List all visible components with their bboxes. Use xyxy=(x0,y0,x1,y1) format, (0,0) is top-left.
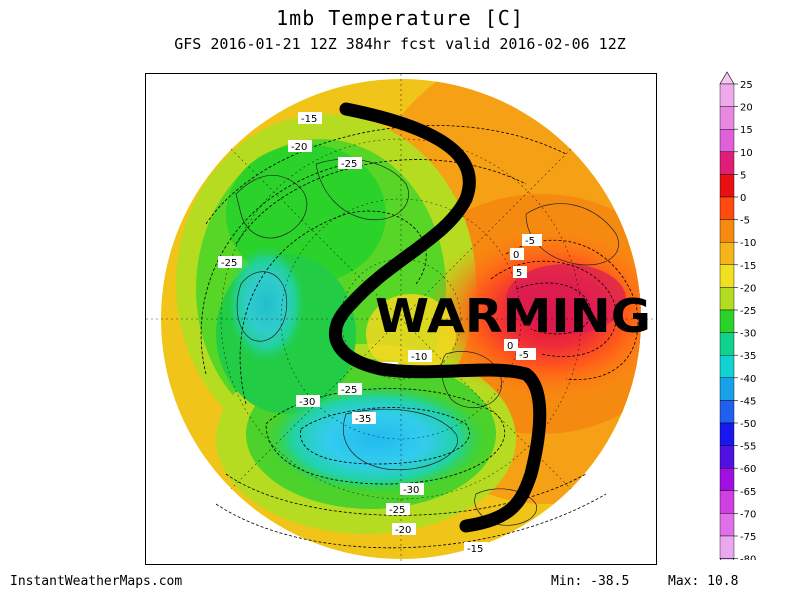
colorbar-swatch xyxy=(719,355,735,379)
colorbar-level-label: -75 xyxy=(740,532,756,543)
graticule xyxy=(146,74,656,564)
svg-text:-25: -25 xyxy=(221,258,237,269)
colorbar-level-label: 25 xyxy=(740,80,753,91)
colorbar-level-label: -65 xyxy=(740,487,756,498)
colorbar-level-label: -15 xyxy=(740,261,756,272)
colorbar-swatch xyxy=(719,196,735,220)
colorbar-swatch xyxy=(719,377,735,401)
colorbar-level-label: -30 xyxy=(740,329,756,340)
contour-label: -30 xyxy=(400,483,424,496)
contour-label: -25 xyxy=(218,256,242,269)
contour-label: -15 xyxy=(464,542,488,555)
colorbar-swatch xyxy=(719,400,735,424)
colorbar-level-label: 0 xyxy=(740,193,746,204)
colorbar-top-arrow xyxy=(719,71,735,85)
svg-text:-25: -25 xyxy=(341,159,357,170)
colorbar-level-label: -10 xyxy=(740,238,756,249)
contour-label: -25 xyxy=(338,157,362,170)
max-label: Max: xyxy=(668,574,700,589)
colorbar-swatch xyxy=(719,535,735,559)
svg-text:-35: -35 xyxy=(355,414,371,425)
contour-label: -15 xyxy=(298,112,322,125)
colorbar-level-label: 20 xyxy=(740,103,753,114)
svg-text:-30: -30 xyxy=(299,397,315,408)
colorbar-swatch xyxy=(719,287,735,311)
min-value: -38.5 xyxy=(590,574,630,589)
colorbar-level-label: 5 xyxy=(740,170,746,181)
colorbar-level-label: 15 xyxy=(740,125,753,136)
colorbar-level-label: 10 xyxy=(740,148,753,159)
contour-label: -5 xyxy=(516,348,536,361)
source-credit: InstantWeatherMaps.com xyxy=(10,574,183,589)
colorbar-swatch xyxy=(719,309,735,333)
contour-label: -25 xyxy=(386,503,410,516)
svg-text:0: 0 xyxy=(507,341,513,352)
colorbar-swatch xyxy=(719,241,735,265)
svg-text:-20: -20 xyxy=(395,525,411,536)
svg-text:5: 5 xyxy=(516,268,522,279)
contour-label: -20 xyxy=(392,523,416,536)
contour-label: -20 xyxy=(288,140,312,153)
svg-text:-30: -30 xyxy=(403,485,419,496)
max-readout: Max: 10.8 xyxy=(668,574,738,589)
colorbar-swatch xyxy=(719,151,735,175)
contour-label: -10 xyxy=(408,350,432,363)
contour-label: -5 xyxy=(522,234,542,247)
svg-text:-15: -15 xyxy=(467,544,483,555)
colorbar-level-label: -20 xyxy=(740,283,756,294)
colorbar-level-label: -5 xyxy=(740,216,750,227)
colorbar-swatch xyxy=(719,264,735,288)
colorbar-swatch xyxy=(719,219,735,243)
svg-text:-15: -15 xyxy=(301,114,317,125)
colorbar: 25 20 15 10 5 0 -5 -10 -15 -20 -25 -30 -35 -40 -45 -50 -… xyxy=(712,70,792,560)
colorbar-bottom-arrow xyxy=(719,558,735,560)
colorbar-level-label: -80 xyxy=(740,555,756,560)
colorbar-level-label: -60 xyxy=(740,464,756,475)
contour-labels: -15 -20 -25 -25 -5 0 5 0 -5 -10 -15 -25 … xyxy=(218,112,542,555)
map-title: 1mb Temperature [C] xyxy=(276,6,524,30)
colorbar-level-label: -45 xyxy=(740,396,756,407)
warming-annotation: WARMING xyxy=(375,289,651,343)
svg-text:-25: -25 xyxy=(389,505,405,516)
svg-text:-25: -25 xyxy=(341,385,357,396)
contour-label: 0 xyxy=(504,339,518,352)
colorbar-swatch xyxy=(719,129,735,153)
colorbar-swatch xyxy=(719,422,735,446)
svg-text:0: 0 xyxy=(513,250,519,261)
colorbar-level-label: -70 xyxy=(740,509,756,520)
colorbar-level-label: -25 xyxy=(740,306,756,317)
contour-label: 5 xyxy=(513,266,527,279)
colorbar-swatch xyxy=(719,174,735,198)
max-value: 10.8 xyxy=(707,574,739,589)
min-label: Min: xyxy=(551,574,583,589)
svg-text:-10: -10 xyxy=(411,352,427,363)
isotherms xyxy=(200,125,639,549)
map-subtitle: GFS 2016-01-21 12Z 384hr fcst valid 2016… xyxy=(174,35,626,53)
colorbar-swatch xyxy=(719,468,735,492)
svg-text:-5: -5 xyxy=(519,350,529,361)
colorbar-level-label: -40 xyxy=(740,374,756,385)
annotation-squiggle xyxy=(328,102,547,533)
colorbar-swatch xyxy=(719,445,735,469)
colorbar-swatch xyxy=(719,490,735,514)
svg-text:-20: -20 xyxy=(291,142,307,153)
colorbar-swatch xyxy=(719,83,735,107)
contour-label: -30 xyxy=(296,395,320,408)
contour-label: 0 xyxy=(510,248,524,261)
colorbar-level-label: -35 xyxy=(740,351,756,362)
min-readout: Min: -38.5 xyxy=(551,574,629,589)
contour-label: -25 xyxy=(338,383,362,396)
contour-label: -35 xyxy=(352,412,376,425)
colorbar-swatch xyxy=(719,513,735,537)
colorbar-level-label: -55 xyxy=(740,442,756,453)
colorbar-swatch xyxy=(719,332,735,356)
map-panel: -15 -20 -25 -25 -5 0 5 0 -5 -10 -15 -25 … xyxy=(145,73,657,565)
colorbar-level-label: -50 xyxy=(740,419,756,430)
colorbar-swatch xyxy=(719,106,735,130)
colorbar-graphic: 25 20 15 10 5 0 -5 -10 -15 -20 -25 -30 -35 -40 -45 -50 -… xyxy=(719,71,756,560)
svg-text:-5: -5 xyxy=(525,236,535,247)
polar-temperature-map: -15 -20 -25 -25 -5 0 5 0 -5 -10 -15 -25 … xyxy=(146,74,656,564)
